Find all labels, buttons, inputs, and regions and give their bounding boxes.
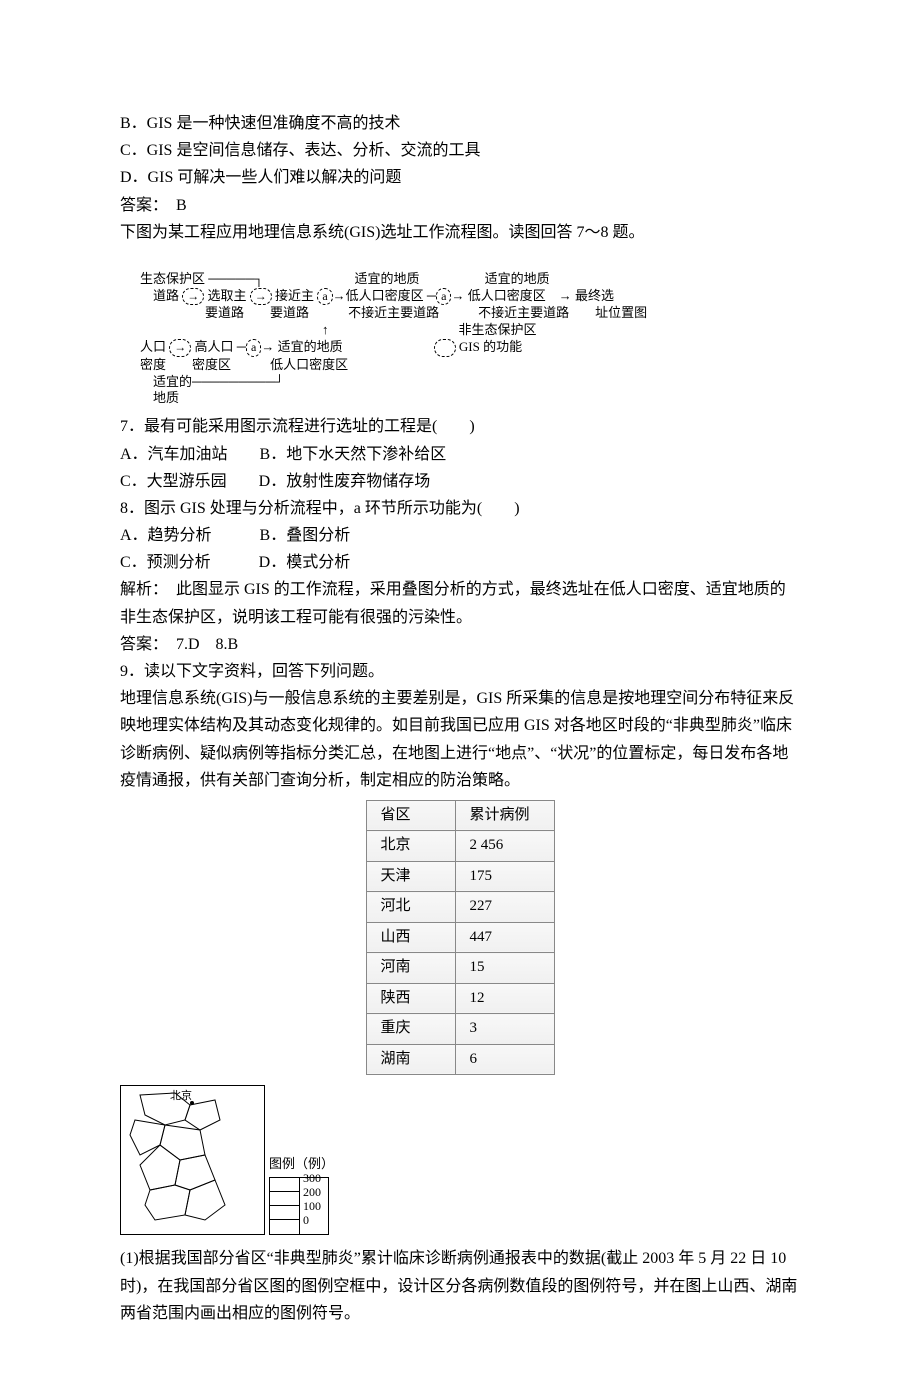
q7-opts-ab: A．汽车加油站 B．地下水天然下渗补给区: [120, 441, 800, 468]
answer-top: 答案： B: [120, 192, 800, 219]
q8-opts-cd: C．预测分析 D．模式分析: [120, 549, 800, 576]
legend-grid: 300 200 100 0: [269, 1177, 329, 1235]
q9-para: 地理信息系统(GIS)与一般信息系统的主要差别是，GIS 所采集的信息是按地理空…: [120, 685, 800, 794]
map-legend: 图例（例） 300 200 100 0: [269, 1153, 334, 1235]
q7-stem: 7．最有可能采用图示流程进行选址的工程是( ): [120, 413, 800, 440]
sars-cases-table: 省区 累计病例 北京2 456 天津175 河北227 山西447 河南15 陕…: [366, 800, 555, 1076]
answer-78: 答案： 7.D 8.B: [120, 631, 800, 658]
dash-node: →: [182, 288, 204, 306]
option-b: B．GIS 是一种快速但准确度不高的技术: [120, 110, 800, 137]
q8-opts-ab: A．趋势分析 B．叠图分析: [120, 522, 800, 549]
explanation-78: 解析： 此图显示 GIS 的工作流程，采用叠图分析的方式，最终选址在低人口密度、…: [120, 576, 800, 630]
map-with-legend: 北京 图例（例） 300 200 100 0: [120, 1085, 800, 1235]
table-row: 河南15: [366, 953, 554, 984]
q7-opts-cd: C．大型游乐园 D．放射性废弃物储存场: [120, 468, 800, 495]
option-c: C．GIS 是空间信息储存、表达、分析、交流的工具: [120, 137, 800, 164]
a-node: a: [317, 288, 332, 306]
legend-box: [270, 1220, 300, 1234]
legend-box: [270, 1192, 300, 1206]
q9-sub1: (1)根据我国部分省区“非典型肺炎”累计临床诊断病例通报表中的数据(截止 200…: [120, 1245, 800, 1327]
gis-flow-diagram: 生态保护区 ─────┐ 适宜的地质 适宜的地质 道路 → 选取主 → 接近主 …: [140, 254, 800, 407]
th-cases: 累计病例: [455, 800, 554, 831]
table-row: 陕西12: [366, 983, 554, 1014]
legend-value: 300: [300, 1171, 321, 1185]
china-provinces-map: 北京: [120, 1085, 265, 1235]
table-row: 天津175: [366, 861, 554, 892]
legend-value: 100: [300, 1199, 321, 1213]
table-row: 河北227: [366, 892, 554, 923]
legend-value: 0: [300, 1213, 309, 1227]
flow-intro: 下图为某工程应用地理信息系统(GIS)选址工作流程图。读图回答 7～8 题。: [120, 219, 800, 246]
option-d: D．GIS 可解决一些人们难以解决的问题: [120, 164, 800, 191]
legend-box: [270, 1206, 300, 1220]
legend-box: [270, 1178, 300, 1192]
gis-legend-oval: [434, 339, 456, 357]
table-row: 北京2 456: [366, 831, 554, 862]
flow-text: 生态保护区: [140, 271, 205, 286]
table-row: 山西447: [366, 922, 554, 953]
q9-stem: 9．读以下文字资料，回答下列问题。: [120, 658, 800, 685]
table-header-row: 省区 累计病例: [366, 800, 554, 831]
beijing-label: 北京: [170, 1088, 192, 1102]
legend-value: 200: [300, 1185, 321, 1199]
q8-stem: 8．图示 GIS 处理与分析流程中，a 环节所示功能为( ): [120, 495, 800, 522]
th-province: 省区: [366, 800, 455, 831]
table-row: 重庆3: [366, 1014, 554, 1045]
table-row: 湖南6: [366, 1044, 554, 1075]
